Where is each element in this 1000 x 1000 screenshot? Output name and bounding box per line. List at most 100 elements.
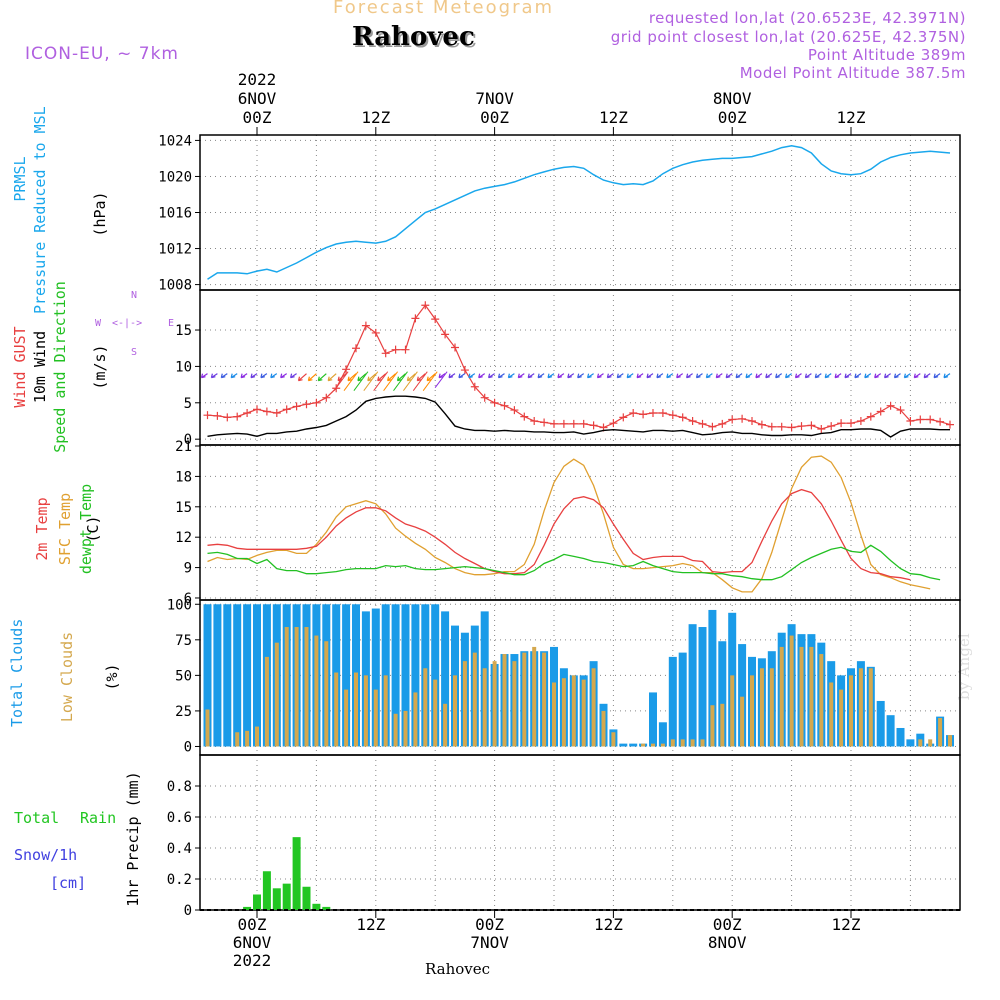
wind-arrow-barb (333, 371, 349, 391)
wind-arrow-head (735, 373, 741, 379)
wind-arrow-barb (402, 371, 418, 391)
wind-direction-arrow (577, 373, 585, 379)
wind-direction-arrow (735, 373, 743, 379)
gust-point (827, 422, 836, 431)
gust-point (856, 416, 865, 425)
gust-point (569, 419, 578, 428)
gust-point (530, 416, 539, 425)
gust-point (639, 410, 648, 419)
wind-direction-arrow (333, 371, 349, 391)
wind-direction-arrow (478, 373, 486, 379)
bottom-time-label: 6NOV (233, 933, 272, 952)
wind-arrow-head (557, 373, 563, 379)
low-cloud-bar (284, 627, 289, 747)
wind-direction-arrow (725, 373, 733, 379)
gust-point (203, 411, 212, 420)
gust-point (797, 422, 806, 431)
ytick-label-pressure: 1008 (158, 278, 192, 294)
wind-arrow-shaft (416, 373, 426, 382)
precip-label-cm: [cm] (50, 874, 87, 892)
gust-point (936, 417, 945, 426)
wind-arrow-head (468, 373, 473, 379)
wind-arrow-head (596, 373, 602, 379)
gust-point (352, 344, 360, 353)
rain-bar (243, 906, 252, 910)
gust-point (649, 408, 657, 417)
wind-direction-arrow (913, 373, 921, 379)
ytick-label-temperature: 6 (184, 591, 192, 607)
low-cloud-bar (393, 713, 398, 747)
low-cloud-bar (334, 672, 339, 747)
gust-point (658, 408, 667, 417)
gust-point (262, 407, 271, 416)
requested-point: requested lon,lat (20.6523E, 42.3971N) (648, 9, 966, 27)
wind-direction-arrow (794, 373, 802, 379)
gust-point (272, 408, 281, 417)
wind-arrow-barb (393, 371, 408, 391)
wind-direction-arrow (434, 371, 448, 388)
ytick-label-pressure: 1016 (158, 206, 192, 222)
wind-direction-arrow (943, 373, 951, 379)
top-time-label: 8NOV (713, 89, 752, 108)
wind-arrow-head (725, 373, 731, 379)
wind-arrow-head (240, 373, 246, 379)
wind-direction-arrow (765, 373, 773, 379)
gust-point (470, 382, 479, 391)
wind-arrow-head (715, 373, 721, 379)
wind-arrow-head (567, 373, 572, 379)
gust-point (391, 345, 400, 354)
total-cloud-bar (342, 604, 351, 747)
wind-arrow-shaft (298, 373, 307, 382)
wind-direction-arrow (676, 373, 684, 379)
gust-point (233, 412, 242, 421)
wind-arrow-head (686, 373, 691, 379)
ytick-label-temperature: 15 (175, 500, 192, 516)
gust-point (460, 366, 469, 375)
wind-arrow-head (547, 373, 553, 379)
panel-frame-wind (199, 289, 961, 446)
low-cloud-bar (443, 703, 448, 747)
total-cloud-bar (876, 700, 885, 747)
wind-arrow-shaft (426, 373, 436, 382)
wind-direction-arrow (854, 373, 862, 379)
ytick-label-wind: 10 (175, 359, 192, 375)
top-time-label: 7NOV (475, 89, 514, 108)
low-cloud-bar (680, 739, 685, 747)
wind-arrow-head (587, 373, 592, 379)
wind-arrow-barb (422, 371, 438, 391)
wind-arrow-shaft (327, 373, 337, 382)
total-cloud-bar (678, 652, 687, 747)
wind-direction-arrow (230, 373, 238, 379)
wind-arrow-head (893, 373, 899, 379)
low-cloud-bar (532, 646, 537, 747)
wind-arrow-head (755, 373, 761, 379)
wind-direction-arrow (814, 373, 822, 379)
low-cloud-bar (591, 668, 596, 747)
wind-direction-arrow (517, 373, 525, 379)
wind-arrow-head (923, 373, 929, 379)
wind-arrow-head (794, 373, 800, 379)
total-cloud-bar (371, 608, 380, 747)
low-cloud-bar (839, 689, 844, 747)
low-cloud-bar (245, 730, 250, 747)
wind-direction-arrow (383, 371, 399, 391)
rain-bar (302, 886, 311, 910)
wind-arrow-head (913, 373, 919, 379)
gust-point (738, 414, 747, 423)
compass-north: N (131, 290, 138, 301)
wind-direction-arrow (220, 373, 228, 379)
wind-direction-arrow (666, 373, 674, 379)
low-cloud-bar (641, 743, 646, 747)
ytick-label-clouds: 0 (184, 739, 192, 755)
bottom-time-label: 2022 (233, 951, 272, 970)
total-cloud-bar (619, 743, 628, 747)
gust-point (520, 412, 529, 421)
low-cloud-bar (294, 627, 299, 747)
precip-label-snow: Snow/1h (14, 846, 78, 864)
low-cloud-bar (710, 705, 715, 747)
gust-point (342, 365, 351, 374)
wind-arrow-head (824, 373, 830, 379)
low-cloud-bar (205, 709, 210, 747)
wind-arrow-head (527, 373, 533, 379)
gust-point (292, 402, 301, 411)
